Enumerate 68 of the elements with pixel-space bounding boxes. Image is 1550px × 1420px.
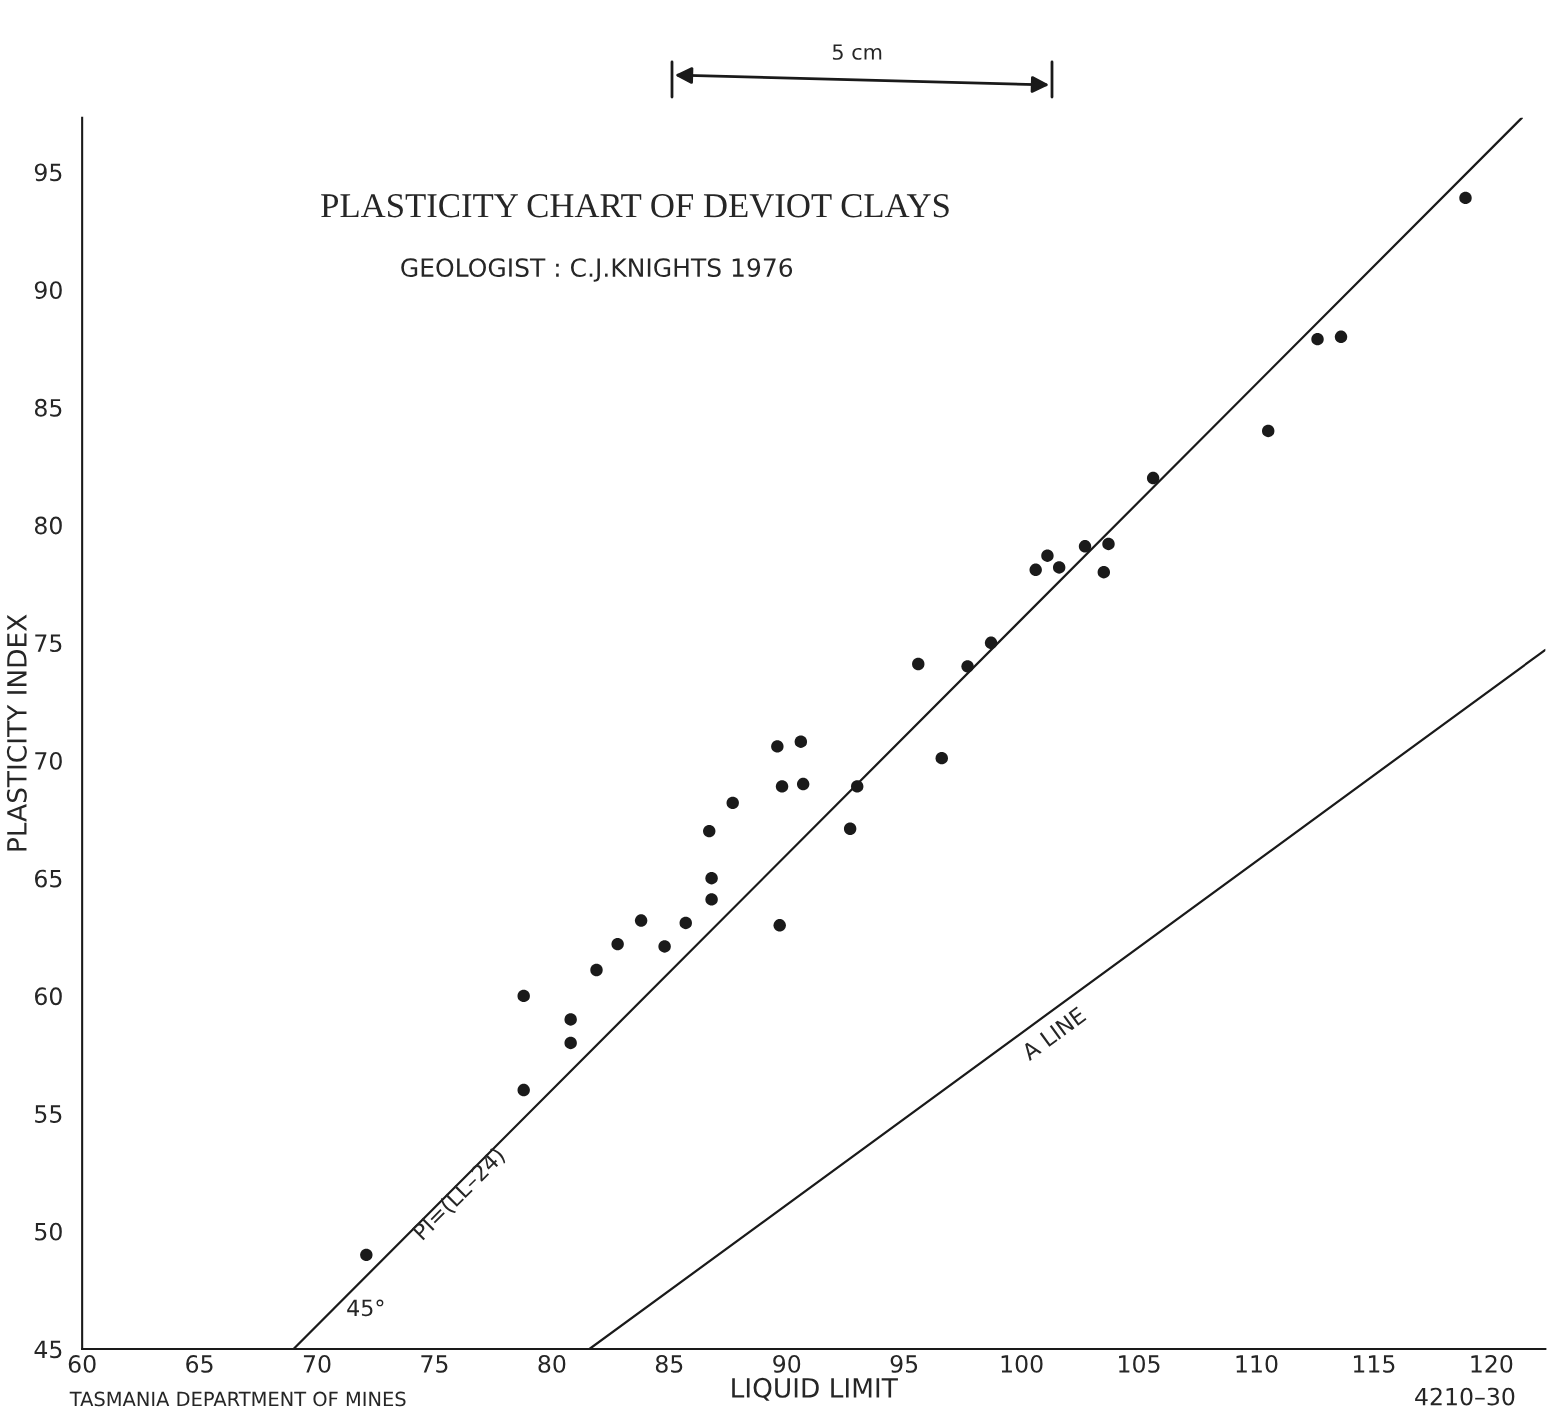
text: TASMANIA DEPARTMENT OF MINES bbox=[69, 1391, 406, 1407]
y-tick-label: 65 bbox=[35, 869, 62, 888]
point bbox=[517, 1083, 530, 1097]
point bbox=[611, 937, 624, 951]
annotation: 45° bbox=[347, 1299, 384, 1317]
x-tick-label: 80 bbox=[538, 1354, 566, 1373]
point bbox=[658, 940, 671, 953]
text: 4210–30 bbox=[1415, 1387, 1515, 1406]
text: GEOLOGIST : C.J.KNIGHTS 1976 bbox=[401, 258, 793, 282]
point bbox=[360, 1248, 373, 1262]
y-axis-title: PLASTICITY INDEX bbox=[6, 614, 27, 851]
point bbox=[703, 824, 716, 838]
x-tick-label: 60 bbox=[68, 1354, 96, 1373]
point bbox=[1102, 537, 1115, 551]
point bbox=[679, 916, 692, 930]
point bbox=[1029, 563, 1042, 577]
point bbox=[705, 893, 718, 906]
x-tick-label: 70 bbox=[303, 1354, 331, 1373]
point bbox=[794, 735, 808, 748]
point bbox=[1311, 332, 1324, 346]
x-tick-label: 100 bbox=[1001, 1354, 1043, 1373]
point bbox=[1078, 540, 1092, 553]
y-tick-label: 90 bbox=[34, 281, 62, 300]
point bbox=[984, 636, 998, 650]
point bbox=[843, 822, 857, 835]
x-tick-label: 90 bbox=[773, 1354, 801, 1373]
text: 5 cm bbox=[832, 44, 882, 60]
x-tick-label: 75 bbox=[421, 1355, 448, 1373]
x-tick-label: 65 bbox=[186, 1354, 213, 1373]
point bbox=[564, 1013, 577, 1026]
point bbox=[1334, 330, 1348, 343]
point bbox=[775, 780, 789, 793]
y-tick-label: 60 bbox=[35, 987, 62, 1006]
point bbox=[1459, 191, 1472, 205]
text: PLASTICITY CHART OF DEVIOT CLAYS bbox=[321, 194, 949, 218]
point bbox=[1262, 424, 1275, 438]
y-tick-label: 80 bbox=[34, 516, 62, 535]
x-tick-label: 95 bbox=[890, 1354, 918, 1373]
point bbox=[564, 1036, 577, 1050]
point bbox=[1146, 471, 1160, 485]
point bbox=[796, 777, 810, 791]
y-tick-label: 85 bbox=[34, 398, 62, 417]
x-tick-label: 110 bbox=[1236, 1354, 1278, 1373]
y-tick-label: 75 bbox=[35, 634, 62, 653]
point bbox=[517, 989, 530, 1003]
y-tick-label: 95 bbox=[34, 163, 62, 182]
point bbox=[773, 919, 786, 932]
y-tick-label: 45 bbox=[34, 1340, 62, 1359]
x-tick-label: 115 bbox=[1353, 1355, 1395, 1373]
point bbox=[935, 751, 948, 765]
point bbox=[912, 657, 925, 671]
y-tick-label: 70 bbox=[35, 751, 62, 770]
point bbox=[634, 914, 648, 927]
x-tick-label: 120 bbox=[1471, 1354, 1513, 1373]
y-tick-label: 50 bbox=[35, 1222, 62, 1241]
point bbox=[850, 780, 864, 793]
x-axis-title: LIQUID LIMIT bbox=[732, 1377, 898, 1401]
point bbox=[590, 963, 603, 977]
y-tick-label: 55 bbox=[35, 1105, 62, 1123]
point bbox=[1041, 549, 1054, 562]
point bbox=[961, 660, 974, 673]
point bbox=[726, 796, 739, 810]
point bbox=[1052, 561, 1066, 574]
x-tick-label: 85 bbox=[655, 1354, 683, 1373]
point bbox=[1097, 565, 1111, 579]
x-tick-label: 105 bbox=[1119, 1354, 1160, 1373]
point bbox=[771, 740, 784, 753]
point bbox=[705, 871, 718, 885]
